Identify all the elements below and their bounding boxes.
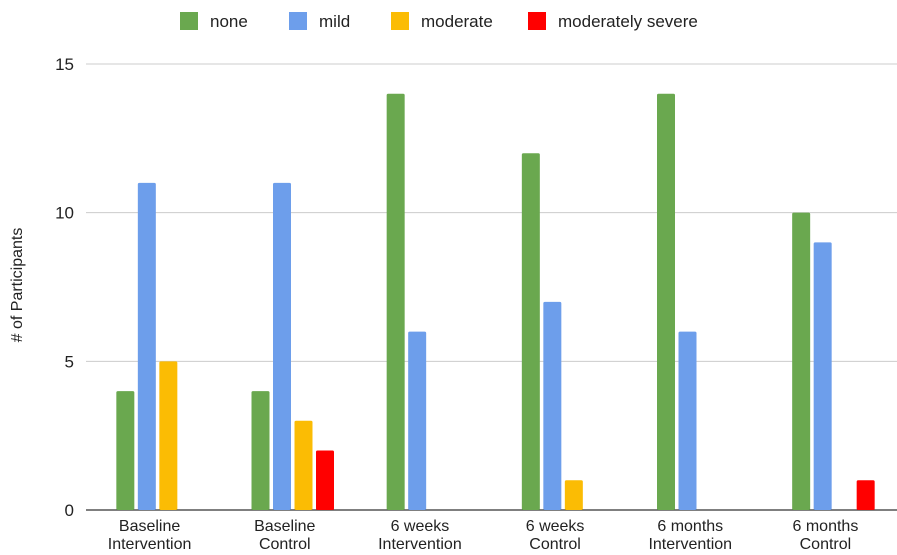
- x-tick-label: 6 weeks: [391, 518, 450, 535]
- legend-label: none: [210, 12, 248, 31]
- bar-moderate-1: [294, 420, 313, 510]
- bar-moderately-severe-5: [856, 480, 875, 510]
- x-tick-label: Intervention: [378, 536, 462, 553]
- legend-swatch-none: [180, 12, 198, 30]
- bar-none-2: [386, 93, 405, 510]
- x-tick-label: Intervention: [648, 536, 732, 553]
- x-tick-label: Intervention: [108, 536, 192, 553]
- legend-label: moderate: [421, 12, 493, 31]
- x-tick-label: Control: [529, 536, 581, 553]
- bar-mild-4: [678, 331, 697, 510]
- y-axis-title: # of Participants: [9, 228, 26, 343]
- bar-moderate-3: [564, 480, 583, 510]
- x-tick-label: Control: [800, 536, 852, 553]
- bar-none-4: [657, 93, 675, 510]
- x-tick-label: 6 weeks: [526, 518, 585, 535]
- x-tick-label: 6 months: [793, 518, 859, 535]
- bar-none-5: [792, 212, 811, 510]
- bars: [116, 93, 875, 510]
- bar-mild-1: [273, 182, 291, 510]
- y-tick-label: 5: [65, 352, 74, 371]
- x-tick-label: Baseline: [254, 518, 315, 535]
- x-tick-label: Baseline: [119, 518, 180, 535]
- y-tick-label: 15: [55, 55, 74, 74]
- legend-swatch-moderate: [391, 12, 409, 30]
- legend: none mild moderate moderately severe: [180, 12, 698, 31]
- bar-moderate-0: [159, 361, 178, 510]
- legend-swatch-moderately-severe: [528, 12, 546, 30]
- y-tick-label: 0: [65, 501, 74, 520]
- y-tick-label: 10: [55, 204, 74, 223]
- bar-none-0: [116, 391, 135, 510]
- x-tick-label: 6 months: [657, 518, 723, 535]
- legend-swatch-mild: [289, 12, 307, 30]
- bar-mild-0: [137, 182, 156, 510]
- legend-label: moderately severe: [558, 12, 698, 31]
- y-axis-ticks: 0 5 10 15: [55, 55, 74, 520]
- bar-mild-3: [543, 301, 562, 510]
- legend-label: mild: [319, 12, 350, 31]
- gridlines: [86, 63, 897, 511]
- bar-mild-5: [813, 242, 832, 510]
- x-tick-label: Control: [259, 536, 311, 553]
- bar-moderately-severe-1: [316, 450, 334, 510]
- bar-none-1: [251, 391, 270, 510]
- bar-mild-2: [408, 331, 427, 510]
- bar-none-3: [521, 153, 540, 510]
